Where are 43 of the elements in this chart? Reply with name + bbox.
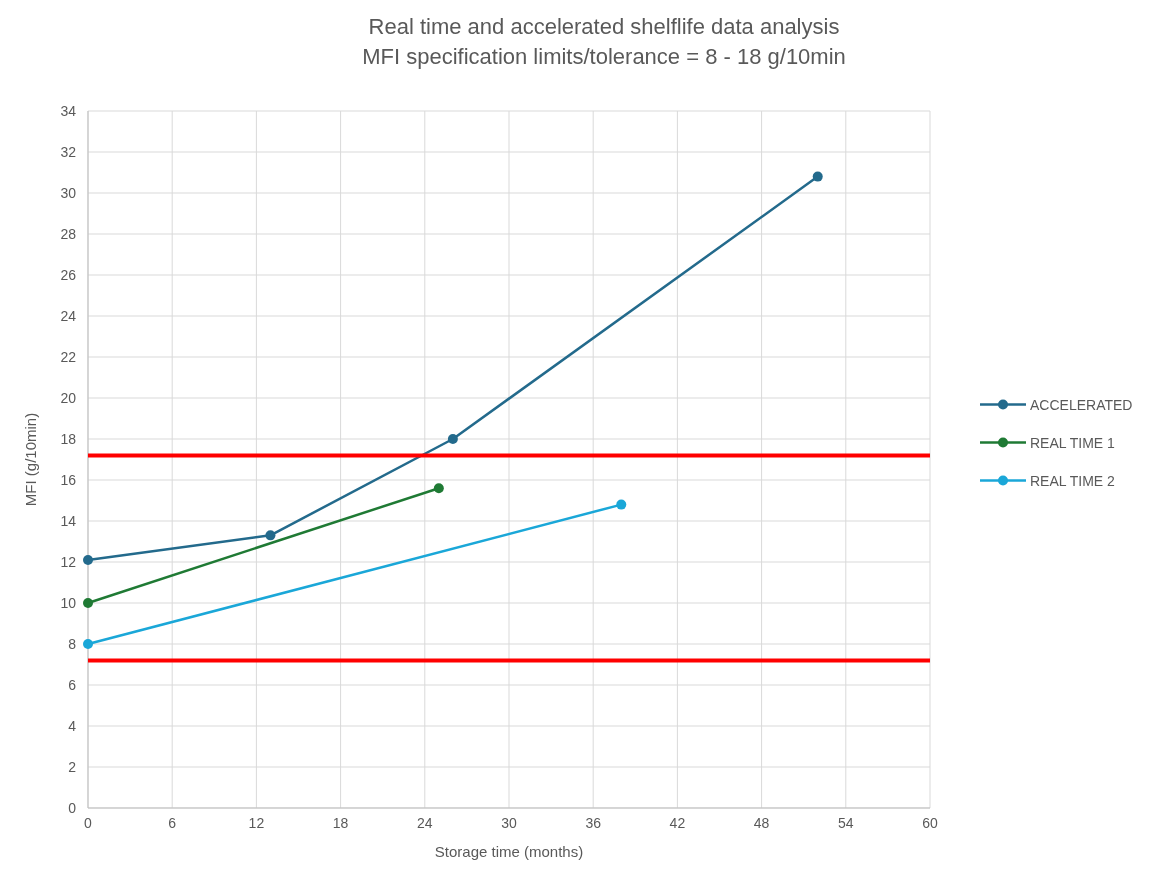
point <box>265 530 276 541</box>
x-tick-label: 36 <box>585 815 602 831</box>
y-tick-label: 12 <box>60 554 77 570</box>
point <box>812 171 823 182</box>
y-tick-label: 22 <box>60 349 77 365</box>
point <box>83 598 93 608</box>
point <box>447 434 458 444</box>
y-tick-label: 28 <box>60 226 77 242</box>
y-tick-label: 16 <box>60 472 77 488</box>
x-tick-label: 42 <box>669 815 686 831</box>
legend-label: REAL TIME 2 <box>1030 472 1116 489</box>
point <box>616 499 627 510</box>
x-tick-label: 12 <box>248 815 265 831</box>
y-tick-label: 2 <box>68 759 77 775</box>
x-tick-label: 30 <box>501 815 517 831</box>
x-tick-label: 18 <box>332 815 349 831</box>
point <box>83 639 93 649</box>
y-tick-label: 30 <box>60 185 77 201</box>
y-tick-label: 6 <box>68 677 77 693</box>
point <box>83 554 93 565</box>
y-tick-label: 0 <box>68 800 77 816</box>
y-tick-label: 24 <box>60 308 77 324</box>
x-tick-label: 48 <box>753 815 770 831</box>
y-tick-label: 14 <box>60 513 77 529</box>
x-tick-label: 60 <box>922 815 938 831</box>
legend-label: REAL TIME 1 <box>1030 434 1116 451</box>
chart-title: Real time and accelerated shelflife data analysis MFI specification limits/tolerance = 8 - 18 g/10min <box>362 14 846 69</box>
x-tick-label: 6 <box>168 815 177 831</box>
y-tick-label: 20 <box>60 390 77 406</box>
y-tick-label: 4 <box>68 718 77 734</box>
x-tick-label: 0 <box>84 815 93 831</box>
y-tick-label: 18 <box>60 431 77 447</box>
y-tick-label: 8 <box>68 636 77 652</box>
y-tick-label: 10 <box>60 595 77 611</box>
x-tick-label: 54 <box>838 815 854 831</box>
y-tick-label: 26 <box>60 267 77 283</box>
y-tick-label: 34 <box>60 103 77 119</box>
point <box>433 483 444 494</box>
legend-label: ACCELERATED <box>1030 396 1133 413</box>
x-axis-title: Storage time (months) <box>434 843 584 860</box>
x-tick-label: 24 <box>417 815 433 831</box>
y-axis-title: MFI (g/10min) <box>22 412 39 507</box>
y-tick-label: 32 <box>60 144 77 160</box>
